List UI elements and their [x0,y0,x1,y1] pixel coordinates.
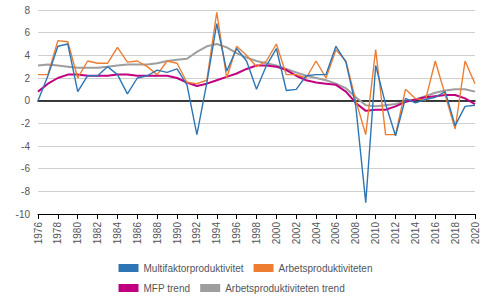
svg-text:1982: 1982 [92,222,103,245]
svg-text:2020: 2020 [470,222,481,245]
svg-text:2014: 2014 [410,222,421,245]
svg-text:1994: 1994 [211,222,222,245]
svg-text:-4: -4 [21,141,30,152]
svg-text:-6: -6 [21,163,30,174]
svg-text:2016: 2016 [430,222,441,245]
svg-text:Arbetsproduktiviteten trend: Arbetsproduktiviteten trend [225,283,345,294]
svg-text:2004: 2004 [311,222,322,245]
svg-text:1992: 1992 [191,222,202,245]
svg-text:1996: 1996 [231,222,242,245]
svg-text:1976: 1976 [33,222,44,245]
svg-text:2: 2 [24,73,30,84]
svg-text:2018: 2018 [450,222,461,245]
svg-text:-8: -8 [21,186,30,197]
svg-text:2008: 2008 [350,222,361,245]
svg-text:2012: 2012 [390,222,401,245]
svg-text:-2: -2 [21,118,30,129]
svg-text:1986: 1986 [132,222,143,245]
svg-text:1998: 1998 [251,222,262,245]
svg-text:2010: 2010 [370,222,381,245]
svg-text:1988: 1988 [152,222,163,245]
svg-text:6: 6 [24,27,30,38]
svg-text:4: 4 [24,50,30,61]
svg-text:2002: 2002 [291,222,302,245]
svg-text:1984: 1984 [112,222,123,245]
svg-text:2000: 2000 [271,222,282,245]
svg-text:1980: 1980 [72,222,83,245]
svg-text:Arbetsproduktiviteten: Arbetsproduktiviteten [279,263,373,274]
svg-text:1978: 1978 [52,222,63,245]
svg-text:0: 0 [24,95,30,106]
svg-text:-10: -10 [16,209,31,220]
svg-text:1990: 1990 [172,222,183,245]
svg-text:Multifaktorproduktivitet: Multifaktorproduktivitet [144,263,244,274]
svg-text:MFP trend: MFP trend [144,283,191,294]
svg-text:2006: 2006 [330,222,341,245]
svg-text:8: 8 [24,5,30,16]
